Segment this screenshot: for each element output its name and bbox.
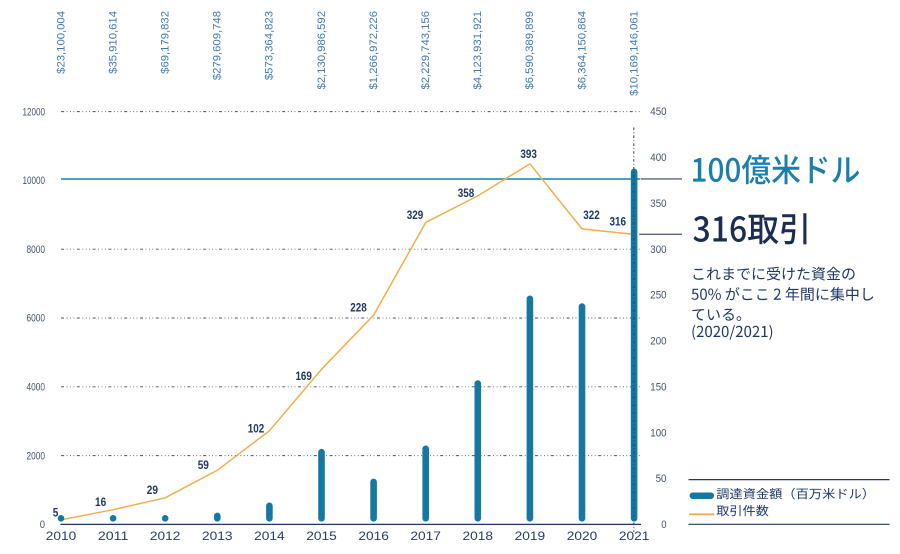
svg-text:$10,169,146,061: $10,169,146,061 (628, 11, 640, 96)
svg-text:5: 5 (53, 506, 59, 520)
svg-text:322: 322 (583, 208, 600, 222)
svg-text:29: 29 (147, 483, 158, 497)
svg-text:2015: 2015 (306, 529, 337, 543)
svg-text:2019: 2019 (515, 529, 546, 543)
svg-text:329: 329 (407, 208, 424, 222)
svg-text:$2,130,986,592: $2,130,986,592 (316, 11, 328, 90)
svg-text:393: 393 (520, 147, 537, 161)
svg-text:59: 59 (198, 458, 209, 472)
svg-text:2017: 2017 (410, 529, 441, 543)
svg-text:$279,609,748: $279,609,748 (212, 11, 224, 80)
svg-text:2013: 2013 (202, 529, 233, 543)
svg-text:2014: 2014 (254, 529, 285, 543)
svg-text:2010: 2010 (46, 529, 77, 543)
svg-text:2016: 2016 (358, 529, 389, 543)
svg-text:$35,910,614: $35,910,614 (107, 11, 119, 74)
svg-text:250: 250 (650, 290, 666, 302)
svg-text:350: 350 (650, 198, 666, 210)
svg-text:450: 450 (650, 106, 666, 118)
svg-text:228: 228 (350, 301, 367, 315)
svg-text:$6,364,150,864: $6,364,150,864 (576, 11, 588, 90)
svg-text:0: 0 (40, 519, 45, 531)
svg-text:4000: 4000 (27, 382, 46, 394)
svg-text:300: 300 (650, 244, 666, 256)
svg-text:2011: 2011 (98, 529, 129, 543)
svg-text:$69,179,832: $69,179,832 (160, 11, 172, 74)
svg-text:50: 50 (656, 473, 667, 485)
svg-text:2018: 2018 (463, 529, 494, 543)
svg-text:$23,100,004: $23,100,004 (55, 11, 67, 74)
svg-text:10000: 10000 (23, 175, 46, 187)
svg-text:$4,123,931,921: $4,123,931,921 (472, 11, 484, 90)
svg-text:102: 102 (248, 422, 265, 436)
svg-text:2012: 2012 (150, 529, 181, 543)
svg-text:12000: 12000 (23, 106, 46, 118)
svg-text:169: 169 (295, 369, 312, 383)
svg-text:2021: 2021 (619, 529, 650, 543)
svg-text:316: 316 (610, 215, 627, 229)
svg-text:400: 400 (650, 152, 666, 164)
svg-text:2000: 2000 (27, 450, 46, 462)
svg-text:0: 0 (661, 519, 666, 531)
svg-text:$1,266,972,226: $1,266,972,226 (368, 11, 380, 90)
svg-text:8000: 8000 (27, 244, 46, 256)
svg-text:$573,364,823: $573,364,823 (264, 11, 276, 80)
svg-text:358: 358 (458, 186, 475, 200)
svg-text:100: 100 (650, 427, 666, 439)
svg-text:200: 200 (650, 336, 666, 348)
svg-text:16: 16 (95, 495, 106, 509)
svg-text:150: 150 (650, 382, 666, 394)
svg-text:2020: 2020 (567, 529, 598, 543)
svg-text:6000: 6000 (27, 313, 46, 325)
svg-text:$2,229,743,156: $2,229,743,156 (420, 11, 432, 90)
svg-text:$6,590,389,899: $6,590,389,899 (524, 11, 536, 90)
